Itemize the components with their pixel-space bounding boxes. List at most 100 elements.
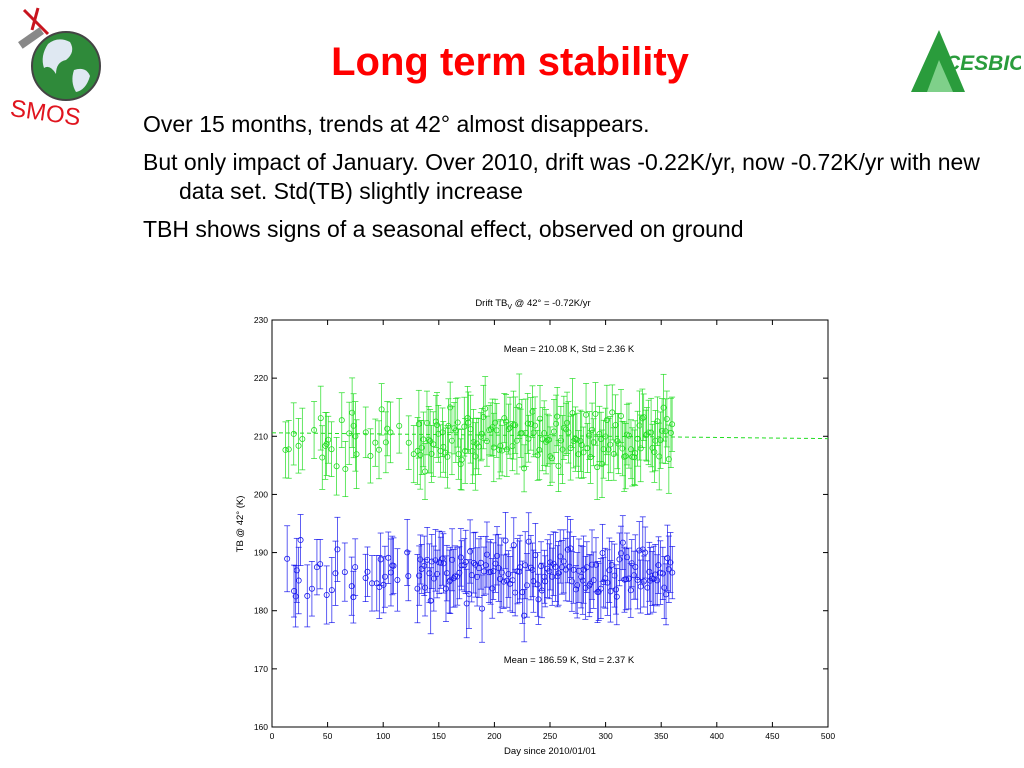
- data-point: [669, 421, 676, 428]
- data-point: [457, 554, 464, 561]
- data-point: [422, 468, 429, 475]
- data-point: [583, 411, 590, 418]
- data-point: [560, 558, 567, 565]
- y-tick-label: 200: [254, 489, 268, 499]
- data-point: [525, 538, 532, 545]
- data-point: [667, 559, 674, 566]
- data-point: [322, 442, 329, 449]
- data-point: [529, 566, 536, 573]
- data-point: [478, 430, 485, 437]
- data-point: [367, 452, 374, 459]
- data-point: [465, 419, 472, 426]
- data-point: [477, 433, 484, 440]
- data-point: [430, 441, 437, 448]
- data-point: [390, 562, 397, 569]
- data-point: [469, 448, 476, 455]
- data-point: [396, 422, 403, 429]
- data-point: [637, 583, 644, 590]
- data-point: [543, 438, 550, 445]
- y-tick-label: 190: [254, 548, 268, 558]
- data-point: [449, 556, 456, 563]
- data-point: [415, 421, 422, 428]
- data-point: [640, 578, 647, 585]
- data-point: [639, 415, 646, 422]
- data-point: [323, 441, 330, 448]
- data-point: [404, 549, 411, 556]
- data-point: [656, 453, 663, 460]
- data-point: [630, 572, 637, 579]
- data-point: [575, 451, 582, 458]
- data-point: [387, 429, 394, 436]
- globe-land: [72, 68, 90, 92]
- data-point: [517, 564, 524, 571]
- data-point: [567, 545, 574, 552]
- data-point: [550, 560, 557, 567]
- data-point: [538, 587, 545, 594]
- data-point: [662, 428, 669, 435]
- data-point: [492, 560, 499, 567]
- data-point: [311, 427, 318, 434]
- data-point: [394, 576, 401, 583]
- data-point: [572, 586, 579, 593]
- globe-land: [42, 39, 73, 74]
- x-tick-label: 500: [821, 731, 835, 741]
- data-point: [293, 567, 300, 574]
- data-point: [405, 439, 412, 446]
- data-point: [587, 454, 594, 461]
- data-point: [665, 566, 672, 573]
- data-point: [434, 570, 441, 577]
- data-point: [615, 440, 622, 447]
- y-tick-label: 210: [254, 431, 268, 441]
- data-point: [619, 445, 626, 452]
- data-point: [492, 419, 499, 426]
- data-point: [606, 567, 613, 574]
- data-point: [338, 417, 345, 424]
- data-point: [341, 569, 348, 576]
- data-point: [364, 568, 371, 575]
- data-point: [377, 556, 384, 563]
- data-point: [461, 562, 468, 569]
- data-point: [613, 586, 620, 593]
- data-point: [646, 568, 653, 575]
- data-point: [669, 569, 676, 576]
- data-point: [467, 548, 474, 555]
- satellite-panel-icon: [18, 27, 44, 49]
- data-point: [493, 427, 500, 434]
- data-point: [498, 569, 505, 576]
- data-point: [362, 429, 369, 436]
- data-point: [285, 446, 292, 453]
- data-point: [636, 547, 643, 554]
- data-point: [425, 436, 432, 443]
- data-point: [637, 445, 644, 452]
- data-point: [427, 438, 434, 445]
- data-point: [541, 430, 548, 437]
- data-point: [519, 589, 526, 596]
- data-point: [642, 549, 649, 556]
- data-point: [483, 551, 490, 558]
- x-axis-label: Day since 2010/01/01: [504, 746, 596, 757]
- data-point: [368, 580, 375, 587]
- data-point: [564, 546, 571, 553]
- data-point: [634, 435, 641, 442]
- data-point: [447, 404, 454, 411]
- data-point: [323, 591, 330, 598]
- data-point: [547, 559, 554, 566]
- data-point: [665, 456, 672, 463]
- axis-ticks: 0 50 100 150 200 250 300 350 400 450 500 160 170 180 1…: [254, 315, 836, 741]
- data-point: [458, 456, 465, 463]
- data-point: [632, 450, 639, 457]
- data-point: [297, 537, 304, 544]
- y-tick-label: 160: [254, 722, 268, 732]
- data-point: [290, 588, 297, 595]
- data-point: [325, 436, 332, 443]
- data-point: [612, 421, 619, 428]
- data-point: [592, 561, 599, 568]
- data-point: [381, 573, 388, 580]
- data-point: [578, 441, 585, 448]
- data-point: [555, 462, 562, 469]
- y-tick-label: 230: [254, 315, 268, 325]
- data-point: [634, 576, 641, 583]
- data-point: [405, 572, 412, 579]
- data-point: [618, 412, 625, 419]
- bullet-item: But only impact of January. Over 2010, d…: [143, 149, 980, 204]
